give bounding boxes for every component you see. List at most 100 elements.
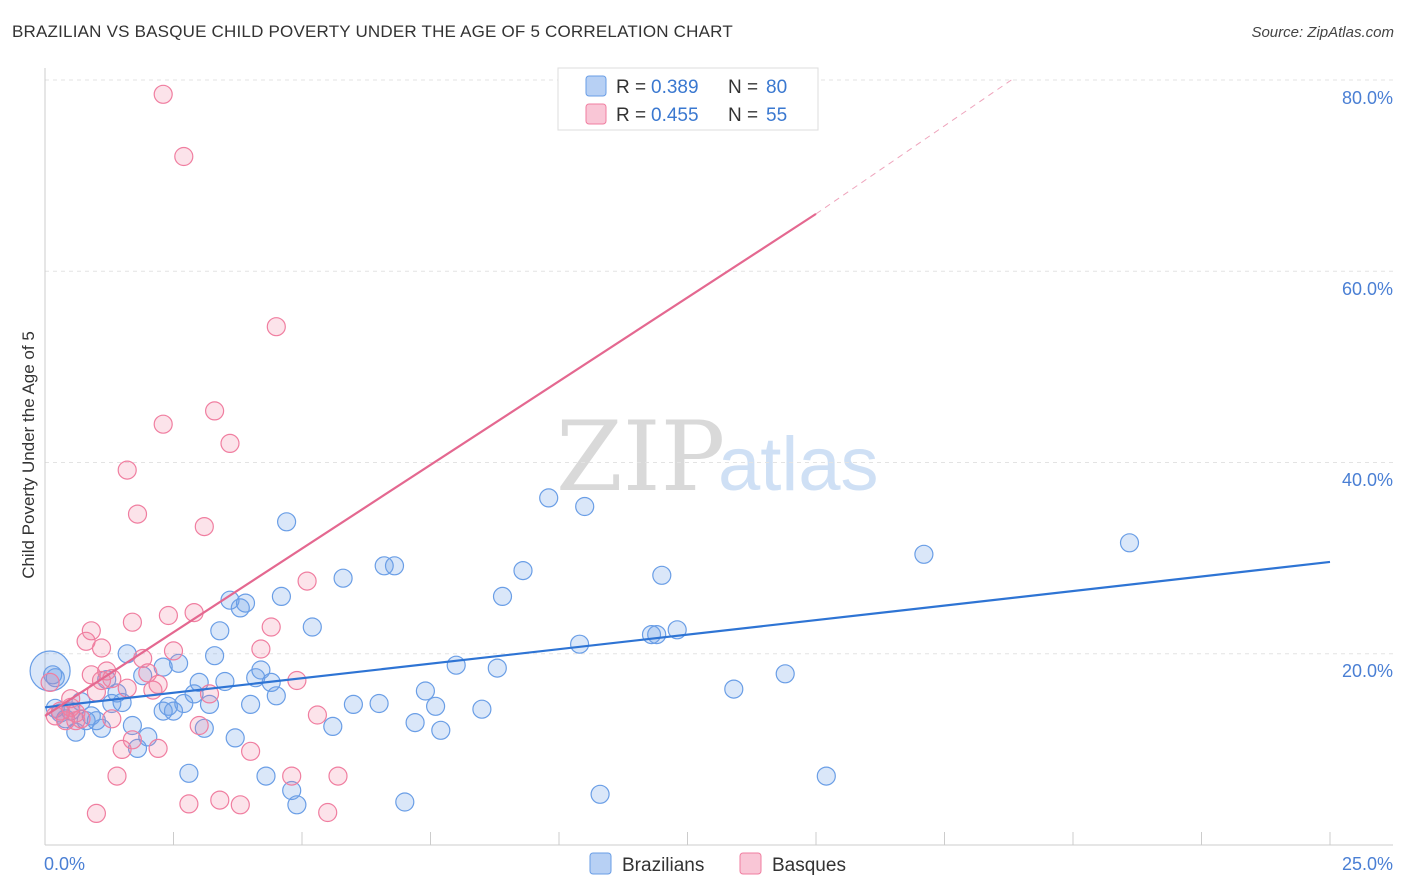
series-legend: Brazilians Basques xyxy=(589,852,846,876)
point-basques-47 xyxy=(328,766,348,786)
point-brazilians-43 xyxy=(266,686,286,706)
point-basques-18 xyxy=(122,612,142,632)
point-basques-35 xyxy=(210,790,230,810)
point-brazilians-64 xyxy=(513,560,533,581)
point-basques-45 xyxy=(307,705,327,725)
point-basques-29 xyxy=(179,794,199,814)
point-basques-40 xyxy=(261,617,281,637)
point-basques-0 xyxy=(40,672,60,693)
point-brazilians-59 xyxy=(431,720,451,740)
point-basques-38 xyxy=(241,741,261,761)
point-basques-10 xyxy=(86,803,107,824)
bottom-legend-label-basques: Basques xyxy=(772,855,846,876)
point-basques-48 xyxy=(153,84,173,104)
point-brazilians-52 xyxy=(369,693,389,714)
point-brazilians-30 xyxy=(199,694,220,715)
point-basques-37 xyxy=(230,795,250,815)
point-brazilians-51 xyxy=(343,694,363,715)
point-brazilians-54 xyxy=(384,556,405,576)
point-basques-8 xyxy=(81,621,101,641)
point-brazilians-24 xyxy=(169,653,189,673)
point-brazilians-76 xyxy=(914,544,934,564)
y-tick-label-80: 80.0% xyxy=(1342,88,1393,108)
point-basques-51 xyxy=(81,665,101,685)
point-brazilians-53 xyxy=(374,556,394,576)
legend-n-value-1: 80 xyxy=(766,77,787,98)
point-brazilians-55 xyxy=(395,792,415,812)
point-basques-17 xyxy=(117,460,137,480)
trend-lines xyxy=(44,79,1331,717)
point-brazilians-19 xyxy=(133,666,153,686)
point-basques-53 xyxy=(91,638,112,658)
point-brazilians-29 xyxy=(194,718,214,738)
point-basques-26 xyxy=(158,605,178,626)
y-tick-label-60: 60.0% xyxy=(1342,279,1393,299)
point-brazilians-49 xyxy=(323,716,343,737)
point-brazilians-40 xyxy=(251,660,271,680)
point-brazilians-32 xyxy=(210,621,230,641)
bottom-legend-swatch-brazilians xyxy=(589,852,612,875)
watermark-atlas: atlas xyxy=(718,422,879,507)
y-tick-label-20: 20.0% xyxy=(1342,661,1393,681)
point-brazilians-78 xyxy=(43,665,63,685)
point-basques-42 xyxy=(282,766,302,786)
trend-line-basques xyxy=(44,212,817,717)
point-basques-20 xyxy=(127,504,148,524)
point-brazilians-25 xyxy=(174,693,194,714)
point-brazilians-57 xyxy=(415,681,435,701)
point-basques-54 xyxy=(148,674,168,695)
point-basques-50 xyxy=(102,709,122,729)
bottom-legend-label-brazilians: Brazilians xyxy=(622,855,704,876)
gridlines xyxy=(45,79,1393,655)
legend-n-label-1: N = xyxy=(728,77,758,98)
point-brazilians-14 xyxy=(107,683,127,703)
point-brazilians-48 xyxy=(302,617,322,637)
point-brazilians-58 xyxy=(426,696,446,716)
point-basques-15 xyxy=(112,739,132,760)
point-basques-27 xyxy=(163,641,184,661)
point-brazilians-61 xyxy=(472,699,492,719)
point-brazilians-74 xyxy=(775,664,795,684)
bottom-legend-swatch-basques xyxy=(739,852,762,875)
source-label: Source: ZipAtlas.com xyxy=(1251,24,1394,41)
point-brazilians-17 xyxy=(122,715,142,736)
point-basques-46 xyxy=(318,802,338,823)
point-brazilians-45 xyxy=(277,512,297,532)
legend-r-label-1: R = xyxy=(616,77,646,98)
x-tick-label-min: 0.0% xyxy=(44,854,85,874)
watermark-zip: ZIP xyxy=(556,401,725,513)
point-brazilians-68 xyxy=(590,784,610,804)
point-brazilians-47 xyxy=(287,795,307,815)
point-basques-41 xyxy=(266,317,286,337)
point-brazilians-35 xyxy=(225,728,245,748)
point-brazilians-71 xyxy=(652,565,672,585)
point-brazilians-63 xyxy=(492,586,513,607)
point-basques-44 xyxy=(297,571,317,591)
chart-title: BRAZILIAN VS BASQUE CHILD POVERTY UNDER … xyxy=(12,22,733,41)
point-brazilians-44 xyxy=(271,586,291,607)
y-axis-label: Child Poverty Under the Age of 5 xyxy=(19,331,38,579)
point-basques-28 xyxy=(174,146,194,167)
trend-line-basques-extension xyxy=(815,79,1012,215)
point-brazilians-23 xyxy=(163,701,184,721)
point-brazilians-73 xyxy=(724,679,744,699)
legend-n-label-2: N = xyxy=(728,105,758,126)
trend-line-brazilians xyxy=(44,560,1331,709)
point-brazilians-66 xyxy=(569,634,590,654)
point-basques-32 xyxy=(194,516,214,537)
point-brazilians-67 xyxy=(575,496,595,517)
point-brazilians-65 xyxy=(539,488,559,508)
legend-swatch-blue xyxy=(585,75,607,97)
point-brazilians-70 xyxy=(647,624,667,645)
point-basques-52 xyxy=(61,697,81,717)
point-basques-24 xyxy=(148,738,168,759)
point-basques-34 xyxy=(205,401,225,421)
point-basques-19 xyxy=(122,730,142,750)
point-brazilians-41 xyxy=(256,766,276,786)
y-tick-label-40: 40.0% xyxy=(1342,470,1393,490)
point-basques-31 xyxy=(189,715,209,736)
point-brazilians-38 xyxy=(241,694,261,715)
legend-n-value-2: 55 xyxy=(766,105,787,126)
x-tick-label-max: 25.0% xyxy=(1342,854,1393,874)
point-brazilians-56 xyxy=(405,712,425,733)
